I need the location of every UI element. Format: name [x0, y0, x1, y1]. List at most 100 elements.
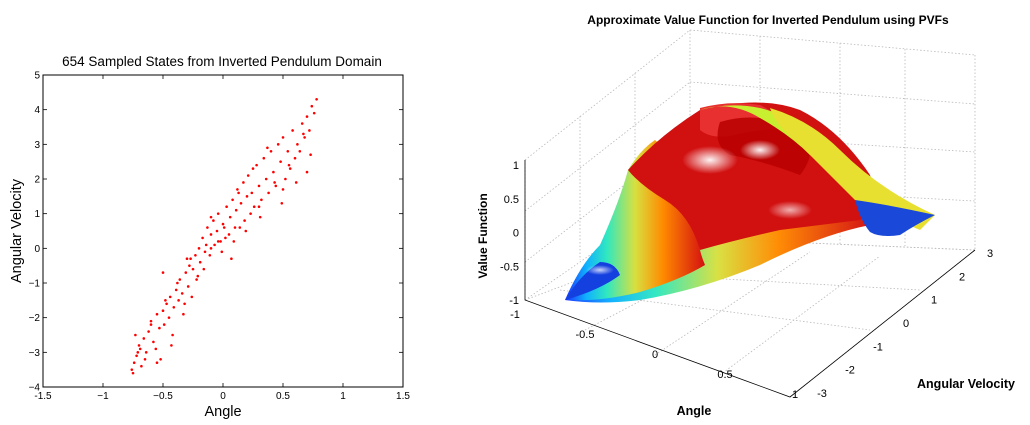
data-point — [201, 236, 204, 240]
data-point — [222, 226, 226, 229]
data-point — [300, 122, 304, 125]
surface-box-edges — [524, 160, 976, 398]
data-point — [209, 233, 213, 236]
data-point — [206, 226, 209, 229]
data-point — [288, 167, 292, 170]
data-point — [140, 364, 143, 368]
data-point — [315, 97, 318, 101]
y-tick-label: 4 — [34, 105, 40, 116]
data-point — [208, 253, 212, 257]
x-tick-label: −1 — [97, 391, 109, 402]
data-point — [232, 240, 236, 243]
data-point — [245, 195, 249, 198]
data-point — [196, 274, 200, 278]
data-point — [213, 243, 216, 247]
data-point — [183, 302, 186, 306]
data-point — [171, 333, 174, 337]
data-point — [161, 271, 165, 274]
data-point — [212, 219, 215, 222]
y-tick-label: -3 — [817, 388, 827, 400]
x-tick-label: -1.5 — [34, 391, 52, 402]
z-tick-label: -0.5 — [500, 261, 519, 273]
data-point — [132, 361, 136, 365]
y-tick-label: 1 — [34, 209, 40, 220]
y-tick-label: 2 — [34, 175, 40, 186]
data-point — [165, 302, 168, 306]
data-point — [135, 354, 138, 358]
data-point — [225, 205, 228, 209]
data-point — [194, 253, 197, 257]
data-point — [228, 215, 232, 219]
data-point — [258, 215, 262, 219]
scatter-points — [130, 97, 318, 375]
data-point — [264, 177, 268, 181]
data-point — [134, 333, 137, 337]
data-point — [249, 212, 252, 215]
scatter-title: 654 Sampled States from Inverted Pendulu… — [62, 54, 382, 69]
data-point — [159, 357, 162, 361]
data-point — [239, 201, 243, 205]
y-tick-label: 0 — [903, 318, 909, 330]
data-point — [298, 149, 302, 153]
y-tick-label: −2 — [29, 313, 41, 324]
surface-y-ticks: -3 -2 -1 0 1 2 3 — [817, 248, 993, 400]
y-tick-label: 1 — [931, 295, 937, 307]
data-point — [269, 149, 273, 153]
data-point — [209, 247, 213, 250]
data-point — [286, 149, 290, 153]
data-point — [155, 361, 159, 365]
data-point — [158, 326, 161, 330]
data-point — [161, 309, 165, 313]
data-point — [234, 208, 238, 212]
x-tick-label: −0.5 — [153, 391, 173, 402]
x-tick-label: 1 — [340, 391, 346, 402]
y-tick-label: −1 — [29, 279, 41, 290]
data-point — [203, 250, 207, 254]
data-point — [198, 260, 202, 264]
data-point — [197, 247, 201, 250]
data-point — [262, 156, 266, 160]
data-point — [257, 205, 261, 209]
y-tick-label: -2 — [845, 365, 855, 377]
data-point — [191, 267, 195, 271]
z-tick-label: 0.5 — [504, 194, 519, 206]
data-point — [257, 184, 261, 188]
scatter-ylabel: Angular Velocity — [9, 178, 25, 283]
x-tick-label: 1.5 — [396, 391, 410, 402]
data-point — [280, 201, 284, 205]
data-point — [308, 129, 311, 132]
y-tick-label: −4 — [29, 383, 41, 394]
data-point — [178, 278, 182, 281]
surface-figure: Approximate Value Function for Inverted … — [476, 13, 1015, 418]
x-tick-label: 0.5 — [717, 369, 732, 381]
data-point — [130, 368, 134, 371]
data-point — [136, 351, 140, 354]
data-point — [251, 167, 255, 170]
data-point — [143, 357, 147, 361]
data-point — [224, 236, 227, 240]
data-point — [230, 257, 233, 261]
data-point — [302, 132, 305, 136]
scatter-figure: 654 Sampled States from Inverted Pendulu… — [9, 54, 410, 420]
data-point — [231, 198, 234, 202]
data-point — [294, 181, 298, 184]
data-point — [155, 312, 159, 316]
data-point — [195, 278, 198, 281]
z-tick-label: 1 — [513, 160, 519, 172]
data-point — [305, 170, 309, 174]
data-point — [233, 226, 237, 229]
data-point — [255, 163, 258, 167]
data-point — [274, 184, 278, 188]
y-tick-label: 5 — [34, 71, 40, 82]
data-point — [184, 271, 188, 274]
data-point — [273, 181, 276, 184]
data-point — [281, 188, 285, 191]
data-point — [216, 240, 220, 243]
data-point — [279, 160, 282, 163]
x-tick-label: -0.5 — [576, 329, 595, 341]
surface-z-ticks: -1 -0.5 0 0.5 1 — [500, 160, 519, 307]
data-point — [180, 292, 184, 295]
data-point — [164, 299, 167, 302]
data-point — [260, 198, 263, 202]
surface-title: Approximate Value Function for Inverted … — [587, 13, 949, 27]
